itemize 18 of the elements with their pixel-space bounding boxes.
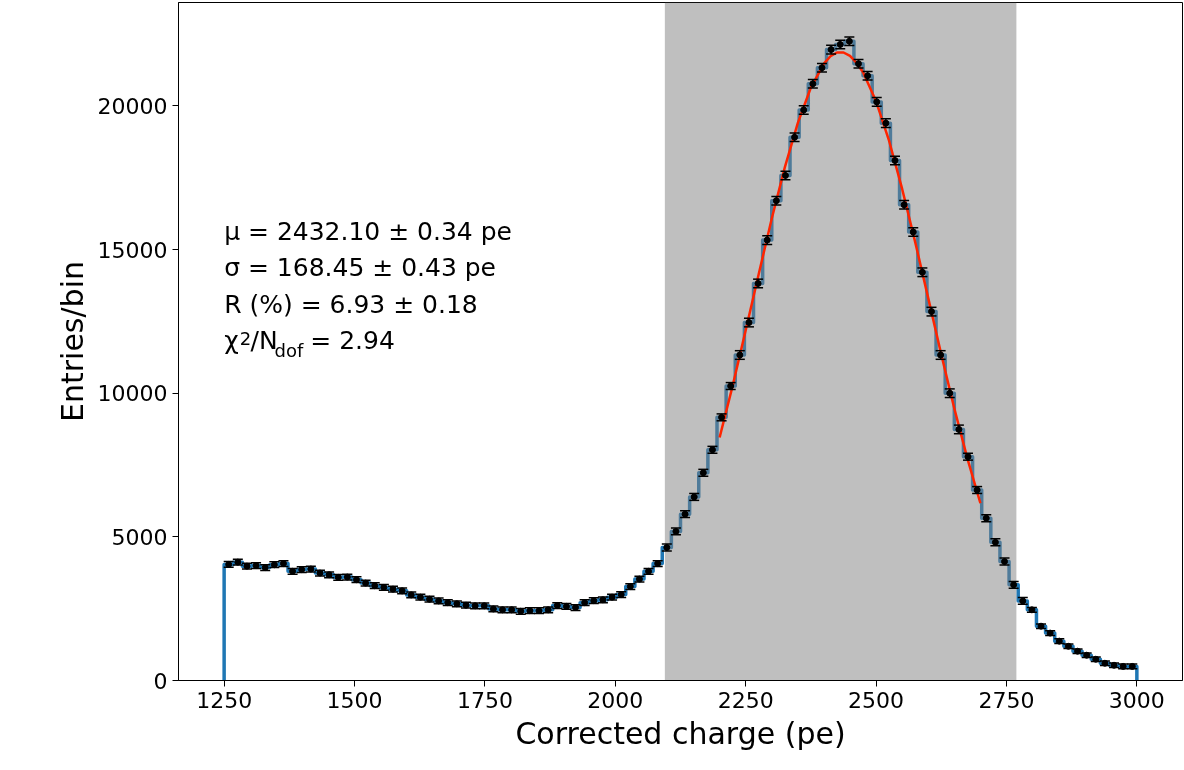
- x-tick-label: 1500: [326, 687, 383, 713]
- x-tick-label: 2500: [848, 687, 905, 713]
- y-tick-label: 20000: [97, 93, 168, 119]
- annotation: μ = 2432.10 ± 0.34 pe: [224, 216, 512, 246]
- x-tick-label: 1750: [456, 687, 513, 713]
- y-tick-label: 0: [153, 668, 168, 694]
- annotation: R (%) = 6.93 ± 0.18: [224, 289, 478, 319]
- x-tick-label: 1250: [196, 687, 253, 713]
- y-tick-label: 10000: [97, 381, 168, 407]
- y-tick-label: 5000: [111, 524, 168, 550]
- y-tick-label: 15000: [97, 237, 168, 263]
- annotation: σ = 168.45 ± 0.43 pe: [224, 253, 497, 282]
- x-tick-label: 3000: [1108, 687, 1165, 713]
- x-tick-label: 2000: [587, 687, 644, 713]
- x-tick-label: 2750: [978, 687, 1035, 713]
- x-axis-title: Corrected charge (pe): [515, 715, 846, 751]
- x-tick-label: 2250: [717, 687, 774, 713]
- y-axis-title: Entries/bin: [54, 260, 90, 422]
